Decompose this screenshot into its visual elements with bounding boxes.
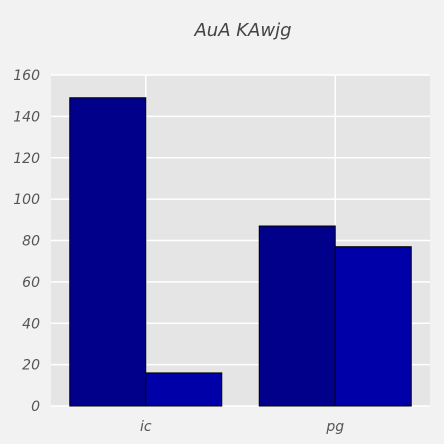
y-tick-label: 20	[22, 358, 40, 374]
bar-pg-series-1	[259, 226, 335, 406]
x-tick-label: pg	[325, 419, 344, 435]
y-tick-label: 140	[13, 109, 40, 125]
y-tick-label: 60	[22, 275, 40, 291]
bar-ic-series-2	[146, 373, 222, 406]
chart-title: AuA KAwjg	[193, 20, 291, 41]
y-tick-label: 0	[31, 399, 40, 415]
bar-ic-series-1	[70, 98, 146, 406]
y-tick-label: 160	[13, 68, 40, 84]
bar-pg-series-2	[335, 247, 411, 406]
plot-area: 0 20 40 60 80 100 120 140 160 ic pg	[13, 68, 430, 435]
x-tick-label: ic	[140, 419, 152, 435]
y-tick-label: 80	[22, 234, 40, 250]
y-tick-label: 120	[13, 151, 40, 167]
y-tick-label: 100	[13, 192, 40, 208]
y-tick-label: 40	[22, 316, 40, 332]
